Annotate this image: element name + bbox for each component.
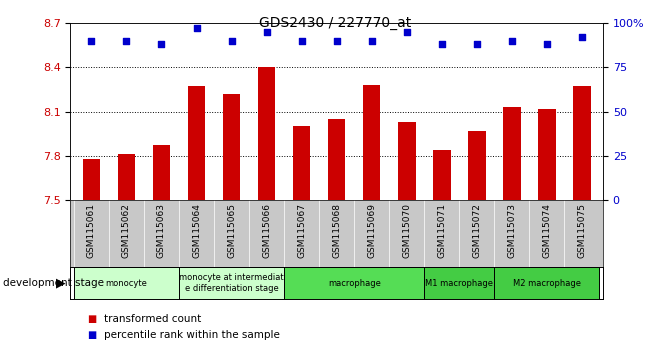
Text: GSM115074: GSM115074 [543,203,551,258]
Bar [74,267,179,299]
Bar [433,150,450,200]
Text: macrophage: macrophage [328,279,381,288]
Text: ■: ■ [87,314,96,324]
Text: M1 macrophage: M1 macrophage [425,279,493,288]
Point [261,29,272,35]
Text: monocyte: monocyte [105,279,147,288]
Text: ▶: ▶ [56,277,66,290]
Bar [118,154,135,200]
Text: transformed count: transformed count [104,314,201,324]
Point [401,29,412,35]
Bar [538,109,555,200]
Text: GSM115065: GSM115065 [227,203,236,258]
Text: GSM115067: GSM115067 [297,203,306,258]
Point [296,38,307,44]
Text: GSM115070: GSM115070 [402,203,411,258]
Bar [293,126,310,200]
Point [436,41,447,47]
Bar [82,159,100,200]
Bar [153,145,170,200]
Bar [363,85,381,200]
Text: GSM115063: GSM115063 [157,203,166,258]
Bar [574,86,591,200]
Bar [223,94,241,200]
Bar [424,267,494,299]
Text: monocyte at intermediat
e differentiation stage: monocyte at intermediat e differentiatio… [180,274,284,293]
Point [577,34,588,40]
Bar [494,267,600,299]
Bar [188,86,205,200]
Text: ■: ■ [87,330,96,339]
Text: GSM115061: GSM115061 [87,203,96,258]
Point [541,41,552,47]
Bar [398,122,415,200]
Text: GSM115073: GSM115073 [507,203,517,258]
Text: GSM115071: GSM115071 [438,203,446,258]
Bar [328,119,346,200]
Text: GSM115072: GSM115072 [472,203,481,258]
Bar [503,107,521,200]
Text: GSM115062: GSM115062 [122,203,131,258]
Text: GSM115066: GSM115066 [262,203,271,258]
Bar [258,67,275,200]
Point [226,38,237,44]
Text: GSM115068: GSM115068 [332,203,341,258]
Point [121,38,132,44]
Point [472,41,482,47]
Bar [468,131,486,200]
Text: development stage: development stage [3,278,105,288]
Point [507,38,517,44]
Point [156,41,167,47]
Text: GDS2430 / 227770_at: GDS2430 / 227770_at [259,16,411,30]
Point [331,38,342,44]
Bar [284,267,424,299]
Point [366,38,377,44]
Text: GSM115075: GSM115075 [578,203,586,258]
Text: M2 macrophage: M2 macrophage [513,279,581,288]
Point [86,38,96,44]
Text: percentile rank within the sample: percentile rank within the sample [104,330,280,339]
Text: GSM115069: GSM115069 [367,203,377,258]
Text: GSM115064: GSM115064 [192,203,201,258]
Point [191,25,202,31]
Bar [179,267,284,299]
